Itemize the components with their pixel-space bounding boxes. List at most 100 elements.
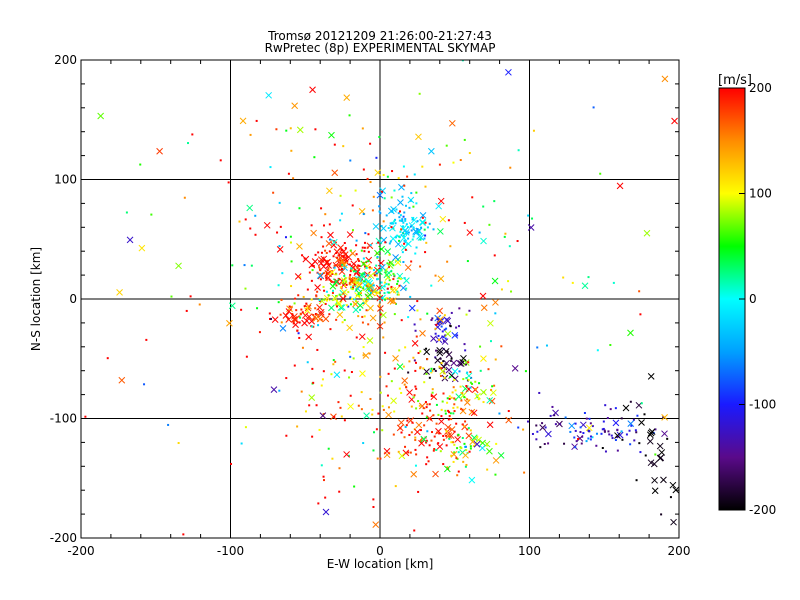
data-point <box>413 529 416 532</box>
data-point-cross <box>437 316 444 323</box>
data-point <box>579 426 582 429</box>
data-point <box>606 417 609 420</box>
data-point <box>448 397 451 400</box>
data-point-cross <box>612 419 620 427</box>
data-point <box>240 308 243 311</box>
data-point <box>451 391 454 394</box>
data-point-cross <box>356 302 364 309</box>
data-point <box>310 298 313 301</box>
data-point <box>398 349 401 352</box>
data-point-cross <box>324 258 331 266</box>
data-point-cross <box>332 278 340 286</box>
data-point-cross <box>328 268 336 276</box>
data-point <box>386 291 389 294</box>
data-point <box>390 226 393 229</box>
data-point <box>322 479 325 482</box>
data-point <box>425 372 428 375</box>
data-point <box>563 442 566 445</box>
data-point <box>339 286 342 289</box>
data-point-cross <box>383 447 391 455</box>
data-point <box>255 119 258 122</box>
data-point <box>240 442 243 445</box>
data-point-cross <box>463 399 471 406</box>
data-point <box>416 300 419 303</box>
data-point-cross <box>343 451 350 458</box>
data-point-cross <box>330 238 338 246</box>
data-point <box>592 106 595 109</box>
data-point <box>544 426 547 429</box>
data-point-cross <box>385 411 392 419</box>
data-point <box>429 409 432 412</box>
data-point <box>402 165 405 168</box>
data-point <box>375 156 378 159</box>
data-point <box>423 228 426 231</box>
data-point <box>418 404 421 407</box>
data-point-cross <box>669 481 677 489</box>
data-point <box>629 443 632 446</box>
colorbar-tick-label: -200 <box>749 503 776 517</box>
data-point <box>526 420 529 423</box>
data-point <box>399 230 402 233</box>
data-point <box>500 288 503 291</box>
data-point-cross <box>328 131 335 139</box>
data-point <box>410 229 413 232</box>
data-point-cross <box>480 355 487 362</box>
data-point-cross <box>436 347 444 354</box>
data-point-cross <box>308 394 316 402</box>
data-point <box>363 241 366 244</box>
data-point <box>401 219 404 222</box>
data-point <box>510 290 513 293</box>
data-point <box>446 350 449 353</box>
data-point <box>436 431 439 434</box>
data-point <box>425 441 428 444</box>
data-point-cross <box>378 284 386 291</box>
data-point-cross <box>661 75 669 83</box>
data-point <box>417 490 420 493</box>
data-point <box>367 250 370 253</box>
data-point <box>431 391 434 394</box>
data-point <box>328 223 331 226</box>
data-point <box>319 273 322 276</box>
data-point-cross <box>296 126 304 134</box>
data-point <box>362 257 365 260</box>
data-point <box>419 439 422 442</box>
data-point <box>479 369 482 372</box>
data-point <box>504 232 507 235</box>
data-point <box>621 438 624 441</box>
data-point <box>428 376 431 379</box>
data-point-cross <box>466 229 474 236</box>
data-point <box>423 381 426 384</box>
data-point-cross <box>486 396 494 404</box>
data-point <box>357 258 360 261</box>
data-point-cross <box>341 288 348 296</box>
data-point-cross <box>271 316 279 323</box>
data-point <box>403 239 406 242</box>
data-point-cross <box>511 365 519 372</box>
data-point <box>404 240 407 243</box>
data-point <box>638 290 641 293</box>
data-point <box>320 464 323 467</box>
data-point <box>362 272 365 275</box>
data-point <box>350 287 353 290</box>
data-point <box>322 298 325 301</box>
data-point <box>399 210 402 213</box>
data-point <box>404 219 407 222</box>
data-point <box>343 319 346 322</box>
data-point <box>407 451 410 454</box>
data-point-cross <box>455 393 463 400</box>
data-point <box>291 314 294 317</box>
data-point-cross <box>369 314 377 322</box>
data-point-cross <box>614 432 621 439</box>
data-point <box>535 438 538 441</box>
data-point <box>639 313 642 316</box>
data-point <box>167 423 170 426</box>
data-point-cross <box>292 321 299 329</box>
data-point <box>306 306 309 309</box>
data-point <box>372 284 375 287</box>
data-point <box>414 385 417 388</box>
data-point <box>355 300 358 303</box>
data-point <box>317 502 320 505</box>
data-point <box>177 442 180 445</box>
data-point <box>428 444 431 447</box>
data-point <box>352 270 355 273</box>
